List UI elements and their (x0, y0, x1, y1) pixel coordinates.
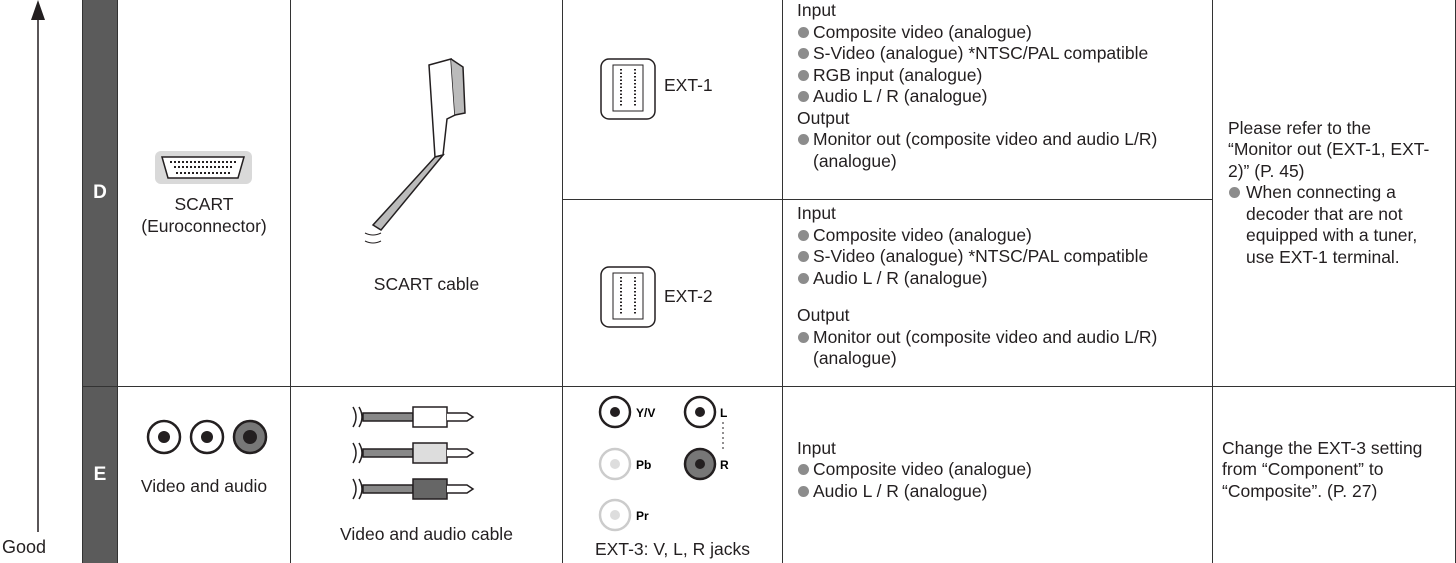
component-jacks-icon: Y/V L Pb R Pr (598, 395, 729, 532)
scart-icon (155, 151, 252, 184)
rca-cable-icon (352, 406, 475, 500)
description-cell: Input Composite video (analogue) S-Video… (783, 200, 1213, 387)
cable-label: Video and audio cable (340, 524, 513, 544)
jack-label: R (720, 458, 729, 472)
description-cell: Input Composite video (analogue) Audio L… (783, 387, 1213, 563)
scart-jack-icon (600, 266, 656, 328)
terminal-cell: Y/V L Pb R Pr EXT-3: V, L, R jacks (563, 387, 783, 563)
output-list: Monitor out (composite video and audio L… (797, 327, 1206, 370)
connector-cell: Video and audio (118, 387, 291, 563)
input-heading: Input (797, 203, 836, 223)
input-item: Composite video (analogue) (797, 459, 1206, 481)
cable-label: SCART cable (373, 274, 480, 294)
terminal-name: EXT-2 (664, 286, 713, 306)
connector-label: SCART (174, 194, 234, 214)
input-item: Composite video (analogue) (797, 225, 1206, 247)
connector-label: Video and audio (140, 476, 268, 496)
input-item: Audio L / R (analogue) (797, 86, 1206, 108)
cable-cell: Video and audio cable (291, 387, 563, 563)
input-item: S-Video (analogue) *NTSC/PAL compatible (797, 246, 1206, 268)
note-text: Change the EXT-3 setting from “Component… (1222, 437, 1423, 501)
output-heading: Output (797, 305, 850, 325)
row-letter: D (82, 0, 118, 387)
jack-label: Pr (636, 509, 649, 523)
input-list: Composite video (analogue) Audio L / R (… (797, 459, 1206, 502)
jack-label: L (720, 406, 727, 420)
input-item: RGB input (analogue) (797, 65, 1206, 87)
connector-cell: SCART (Euroconnector) (118, 0, 291, 387)
output-list: Monitor out (composite video and audio L… (797, 129, 1206, 172)
note-cell: Change the EXT-3 setting from “Component… (1213, 387, 1456, 563)
input-item: S-Video (analogue) *NTSC/PAL compatible (797, 43, 1206, 65)
output-heading: Output (797, 107, 850, 128)
note-list: When connecting a decoder that are not e… (1228, 182, 1435, 268)
description-cell: Input Composite video (analogue) S-Video… (783, 0, 1213, 200)
connector-label: (Euroconnector) (141, 216, 267, 236)
scart-cable-icon (364, 58, 466, 244)
input-list: Composite video (analogue) S-Video (anal… (797, 225, 1206, 290)
output-item: Monitor out (composite video and audio L… (797, 327, 1206, 370)
input-item: Composite video (analogue) (797, 22, 1206, 44)
quality-arrow (31, 0, 45, 532)
output-item: Monitor out (composite video and audio L… (797, 129, 1206, 172)
note-item: When connecting a decoder that are not e… (1228, 182, 1435, 268)
scart-jack-icon (600, 58, 656, 120)
input-heading: Input (797, 437, 836, 458)
input-list: Composite video (analogue) S-Video (anal… (797, 22, 1206, 108)
terminal-cell: EXT-1 (563, 0, 783, 200)
input-item: Audio L / R (analogue) (797, 481, 1206, 503)
note-text: Please refer to the “Monitor out (EXT-1,… (1228, 117, 1430, 181)
terminal-name: EXT-1 (664, 75, 713, 95)
terminal-caption: EXT-3: V, L, R jacks (595, 539, 750, 559)
terminal-cell: EXT-2 (563, 200, 783, 387)
note-cell: Please refer to the “Monitor out (EXT-1,… (1213, 0, 1456, 387)
jack-label: Y/V (636, 406, 655, 420)
rca-jacks-icon (146, 419, 268, 455)
side-label: Good (2, 537, 47, 557)
cable-cell: SCART cable (291, 0, 563, 387)
input-heading: Input (797, 0, 836, 20)
row-letter: E (82, 387, 118, 563)
input-item: Audio L / R (analogue) (797, 268, 1206, 290)
jack-label: Pb (636, 458, 651, 472)
